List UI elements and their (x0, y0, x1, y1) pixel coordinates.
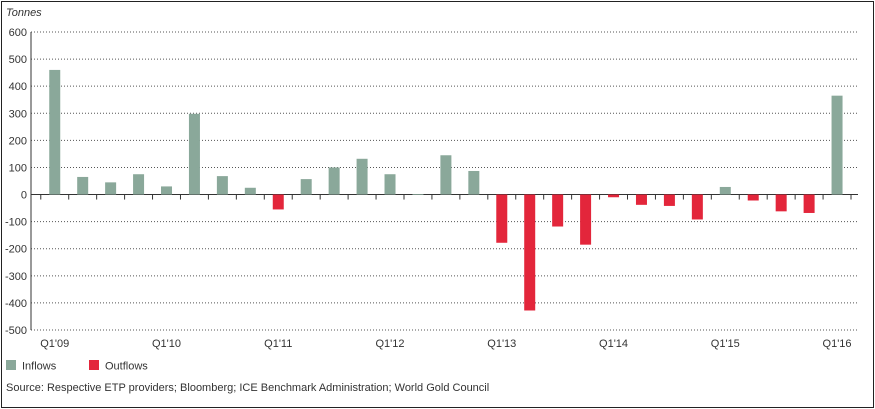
bar-q4-10 (244, 187, 256, 195)
x-tick-label: Q1'16 (823, 338, 852, 350)
bar-q1-15 (719, 186, 731, 195)
x-tick-label: Q1'11 (264, 338, 292, 350)
bar-q4-13 (580, 194, 592, 245)
bar-q4-09 (133, 174, 145, 195)
bar-q4-14 (691, 194, 703, 220)
bar-q2-12 (412, 194, 424, 195)
bar-q1-12 (384, 174, 396, 195)
bar-q2-15 (747, 194, 759, 201)
y-tick-label: 200 (9, 135, 27, 147)
x-tick-label: Q1'10 (152, 338, 181, 350)
bar-q4-12 (468, 170, 480, 195)
legend: Inflows Outflows (6, 360, 148, 373)
bars (49, 69, 843, 311)
y-tick-label: -100 (5, 217, 27, 229)
bar-q2-14 (635, 194, 647, 205)
bar-q3-10 (216, 176, 228, 195)
bar-q1-10 (161, 186, 173, 195)
y-unit-label: Tonnes (6, 7, 42, 19)
legend-inflows-swatch (6, 360, 16, 370)
bar-q2-13 (524, 194, 536, 311)
bar-q4-11 (356, 158, 368, 195)
bar-q2-09 (77, 176, 89, 195)
bar-q3-13 (552, 194, 564, 227)
y-tick-label: 600 (9, 27, 27, 39)
y-tick-label: 500 (9, 54, 27, 66)
y-tick-label: 100 (9, 162, 27, 174)
y-tick-label: -200 (5, 244, 27, 256)
x-tick-label: Q1'12 (376, 338, 405, 350)
x-tick-label: Q1'13 (487, 338, 516, 350)
source-note: Source: Respective ETP providers; Bloomb… (6, 382, 489, 394)
bar-q3-09 (105, 182, 117, 195)
bar-q3-11 (328, 167, 340, 195)
y-tick-label: -300 (5, 271, 27, 283)
bar-q4-15 (803, 194, 815, 213)
legend-outflows-label: Outflows (105, 361, 148, 373)
bar-q1-09 (49, 69, 61, 195)
x-tick-label: Q1'09 (40, 338, 69, 350)
x-tick-label: Q1'14 (599, 338, 628, 350)
bar-q3-14 (663, 194, 675, 206)
y-tick-label: -400 (5, 298, 27, 310)
y-tick-label: 400 (9, 81, 27, 93)
bar-q2-10 (188, 113, 200, 195)
bar-q1-11 (272, 194, 284, 210)
bar-q2-11 (300, 179, 312, 195)
y-tick-label: 0 (21, 190, 27, 202)
tick-labels: 600 500 400 300 200 100 0 -100 -200 -300 -400 -500 Q… (5, 27, 852, 350)
bar-q3-12 (440, 155, 452, 195)
y-tick-label: 300 (9, 108, 27, 120)
y-tick-label: -500 (5, 325, 27, 337)
bar-q3-15 (775, 194, 787, 212)
legend-outflows-swatch (89, 360, 99, 370)
bar-q1-14 (608, 194, 620, 198)
legend-inflows-label: Inflows (22, 361, 57, 373)
bar-q1-13 (496, 194, 508, 243)
bar-q1-16 (831, 95, 843, 195)
x-tick-label: Q1'15 (711, 338, 740, 350)
